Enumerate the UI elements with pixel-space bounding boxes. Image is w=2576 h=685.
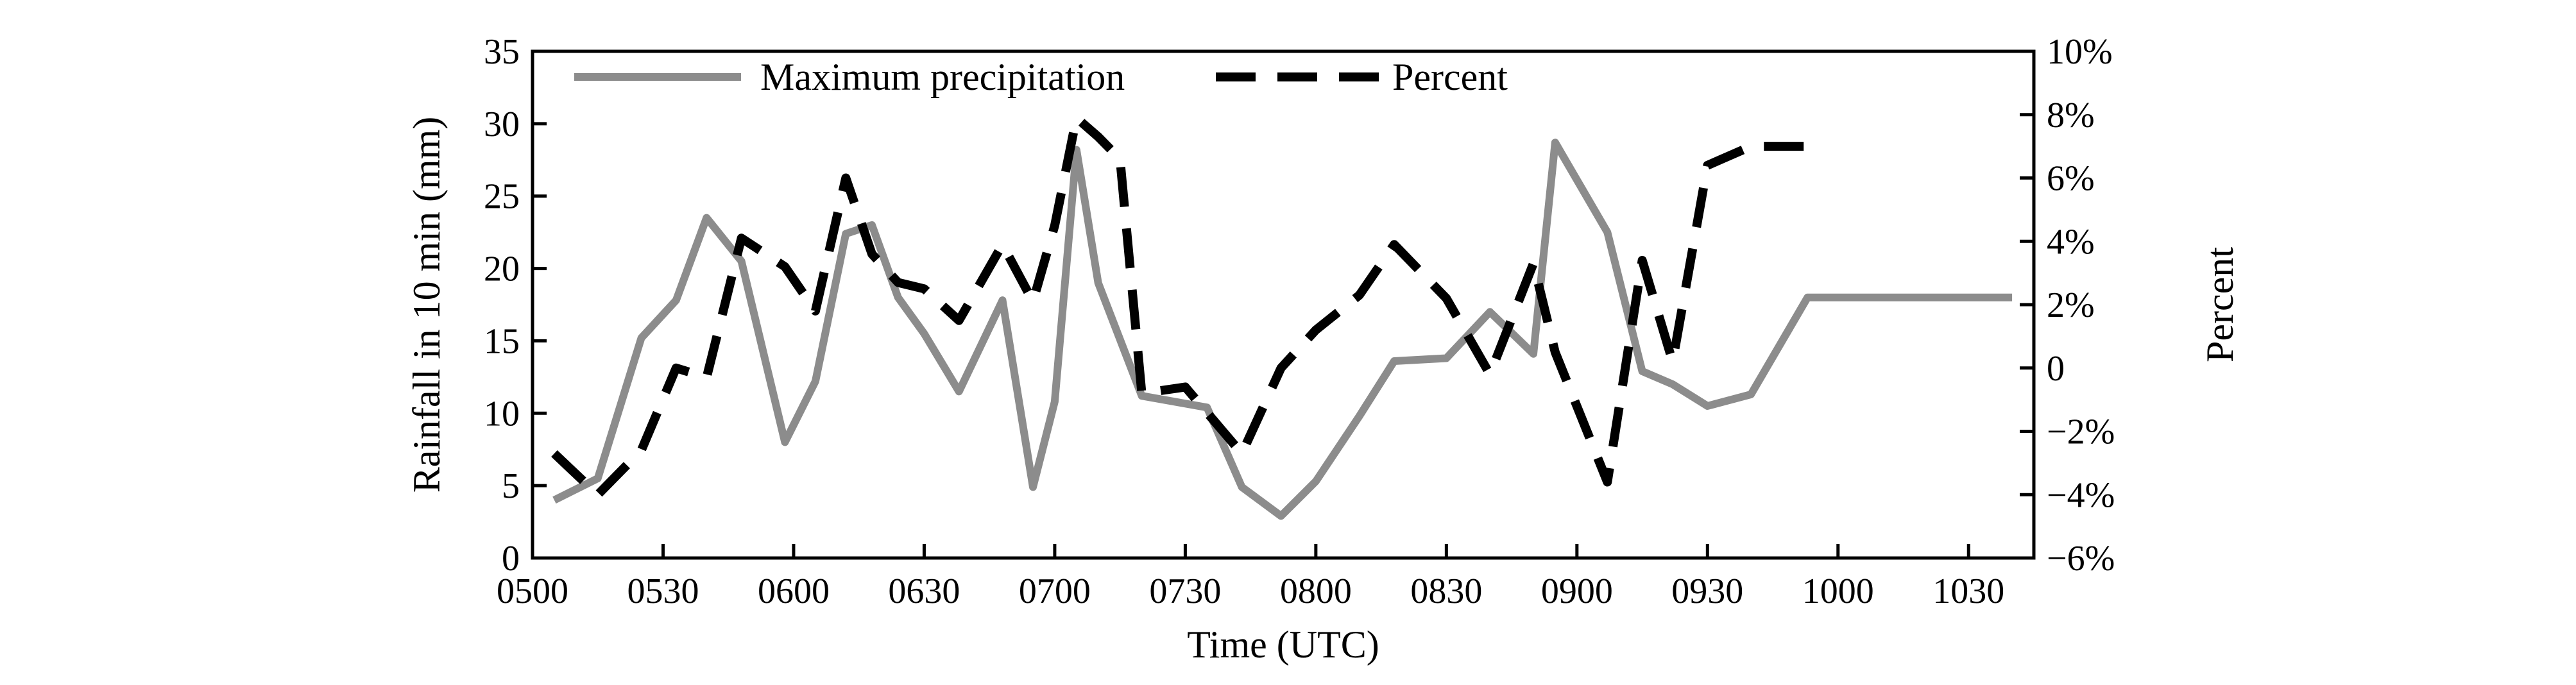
y2-axis-title: Percent bbox=[2199, 247, 2241, 362]
x-tick-label: 1000 bbox=[1802, 571, 1874, 611]
legend: Maximum precipitation Percent bbox=[574, 56, 1508, 98]
y2-tick-label: 10% bbox=[2047, 32, 2113, 72]
series-percent-line bbox=[551, 113, 1808, 500]
x-tick-label: 0800 bbox=[1280, 571, 1352, 611]
x-tick-label: 0700 bbox=[1019, 571, 1091, 611]
y2-tick-label: 6% bbox=[2047, 159, 2095, 199]
left-axis-ticks: 0 5 10 15 20 25 30 35 bbox=[484, 32, 547, 579]
x-tick-label: 0630 bbox=[888, 571, 960, 611]
x-axis-ticks: 0500 0530 0600 0630 0700 0730 0800 0830 0900 0930… bbox=[497, 544, 2004, 611]
y-tick-label: 10 bbox=[484, 394, 520, 434]
x-tick-label: 0530 bbox=[627, 571, 699, 611]
y-tick-label: 25 bbox=[484, 177, 520, 217]
y2-tick-label: −4% bbox=[2047, 475, 2115, 515]
y-tick-label: 5 bbox=[502, 466, 520, 506]
x-tick-label: 1030 bbox=[1932, 571, 2004, 611]
x-tick-label: 0830 bbox=[1410, 571, 1482, 611]
x-tick-label: 0900 bbox=[1541, 571, 1613, 611]
y-axis-title: Rainfall in 10 min (mm) bbox=[405, 117, 448, 493]
y2-tick-label: 0 bbox=[2047, 349, 2065, 389]
y-tick-label: 30 bbox=[484, 105, 520, 144]
legend-label-percent: Percent bbox=[1392, 56, 1508, 98]
x-tick-label: 0730 bbox=[1149, 571, 1221, 611]
y-tick-label: 20 bbox=[484, 249, 520, 289]
series-maximum-precipitation-line bbox=[552, 139, 2013, 520]
x-axis-title: Time (UTC) bbox=[1187, 623, 1379, 666]
y-tick-label: 15 bbox=[484, 321, 520, 361]
y-tick-label: 0 bbox=[502, 539, 520, 579]
y2-tick-label: 4% bbox=[2047, 222, 2095, 262]
y2-tick-label: 2% bbox=[2047, 285, 2095, 325]
y2-tick-label: −6% bbox=[2047, 539, 2115, 579]
right-axis-ticks: 10% 8% 6% 4% 2% 0 −2% −4% −6% bbox=[2020, 32, 2115, 579]
x-tick-label: 0600 bbox=[758, 571, 830, 611]
legend-label-maximum-precipitation: Maximum precipitation bbox=[760, 56, 1125, 98]
y2-tick-label: −2% bbox=[2047, 412, 2115, 452]
plot-area-frame bbox=[531, 49, 2036, 560]
x-tick-label: 0500 bbox=[497, 571, 568, 611]
y-tick-label: 35 bbox=[484, 32, 520, 72]
x-tick-label: 0930 bbox=[1671, 571, 1743, 611]
y2-tick-label: 8% bbox=[2047, 96, 2095, 135]
